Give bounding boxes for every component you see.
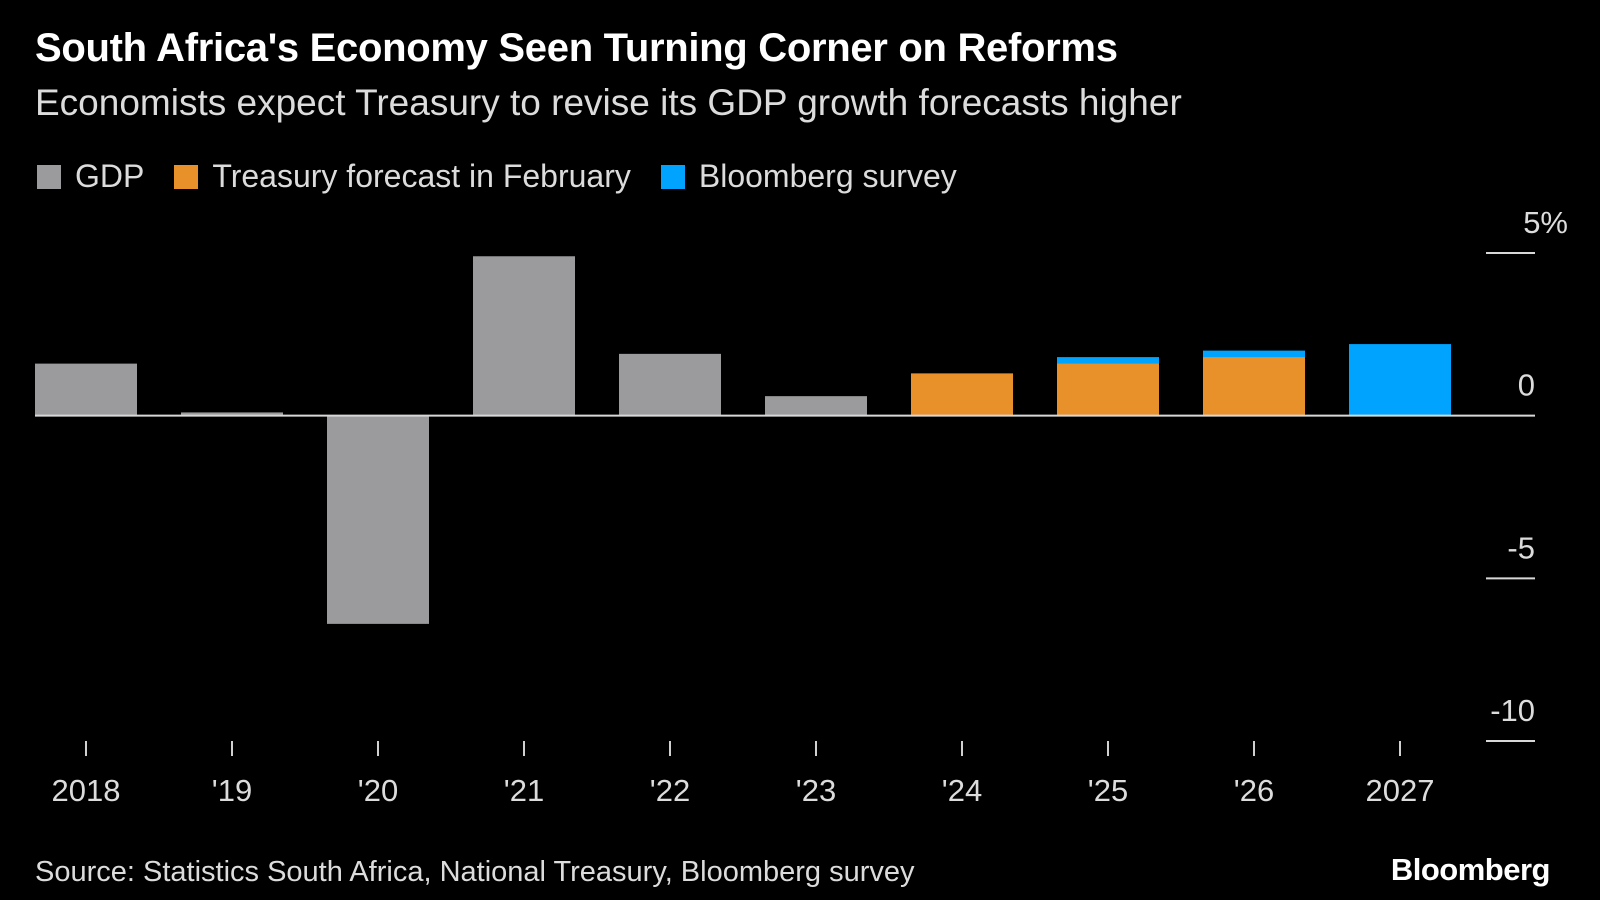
bar-gdp-3 [473, 256, 575, 416]
x-tick-label-3: '21 [504, 773, 544, 808]
legend-label-gdp: GDP [75, 158, 145, 194]
legend-label-bloomberg: Bloomberg survey [698, 158, 957, 194]
bloomberg-logo: Bloomberg [1390, 852, 1551, 887]
x-tick-label-2: '20 [358, 773, 398, 808]
x-tick-label-7: '25 [1088, 773, 1128, 808]
x-tick-label-1: '19 [212, 773, 252, 808]
bar-chart: 2018 '19 '20 '21 '22 '23 '24 '25 '26 2027 5% 0 -5 -10 [35, 205, 1568, 808]
x-tick-label-0: 2018 [52, 773, 121, 808]
bar-gdp-0 [35, 363, 137, 416]
bar-bloomberg-9 [1349, 344, 1451, 416]
bar-treasury-7 [1057, 363, 1159, 416]
legend-swatch-bloomberg [660, 164, 685, 189]
legend-swatch-gdp [37, 164, 61, 189]
bar-gdp-4 [619, 353, 721, 416]
y-tick-label-0: 5% [1523, 205, 1568, 240]
source-note: Source: Statistics South Africa, Nationa… [35, 856, 915, 888]
bar-gdp-1 [181, 412, 283, 416]
chart-title: South Africa's Economy Seen Turning Corn… [35, 26, 1118, 70]
legend-item-bloomberg: Bloomberg survey [660, 158, 957, 195]
y-tick-label-2: -5 [1507, 530, 1535, 565]
x-tick-label-5: '23 [796, 773, 836, 808]
chart-subtitle: Economists expect Treasury to revise its… [35, 82, 1182, 123]
bar-gdp-2 [327, 415, 429, 624]
legend-item-treasury: Treasury forecast in February [174, 158, 631, 195]
y-tick-label-3: -10 [1490, 693, 1535, 728]
legend-item-gdp: GDP [37, 158, 144, 195]
legend-swatch-treasury [174, 164, 199, 189]
bar-treasury-6 [911, 373, 1013, 416]
x-tick-label-4: '22 [650, 773, 690, 808]
x-tick-label-8: '26 [1234, 773, 1274, 808]
x-tick-label-6: '24 [942, 773, 982, 808]
bar-treasury-8 [1203, 357, 1305, 416]
legend-label-treasury: Treasury forecast in February [212, 158, 631, 194]
x-tick-label-9: 2027 [1366, 773, 1435, 808]
legend: GDP Treasury forecast in February Bloomb… [37, 158, 987, 195]
bar-gdp-5 [765, 396, 867, 416]
y-tick-label-1: 0 [1518, 368, 1535, 403]
